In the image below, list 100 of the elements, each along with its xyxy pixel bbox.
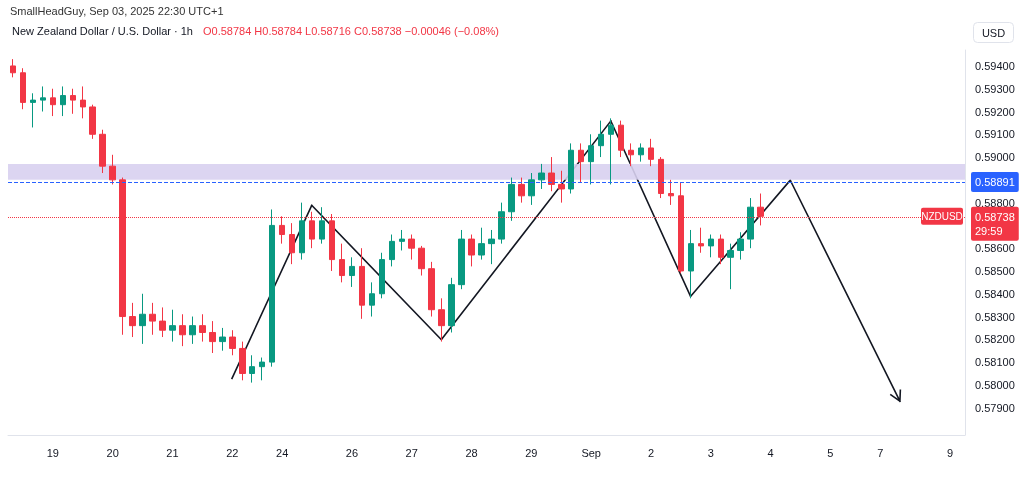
candlestick [628, 142, 634, 167]
y-tick-label: 0.58100 [975, 356, 1015, 369]
candlestick [518, 177, 525, 204]
candlestick [10, 58, 16, 78]
y-tick-label: 0.57900 [975, 401, 1015, 414]
candlestick [289, 222, 295, 265]
x-tick-label: 4 [767, 446, 774, 459]
y-tick-label: 0.58800 [975, 196, 1015, 209]
candlestick [249, 354, 255, 384]
y-tick-label: 0.59400 [975, 59, 1015, 72]
candlestick [229, 329, 236, 356]
candlestick [648, 138, 654, 167]
x-tick-label: 5 [827, 446, 834, 459]
candlestick [259, 357, 265, 381]
x-tick-label: 21 [166, 446, 179, 459]
candlestick [508, 177, 515, 222]
y-tick-label: 0.59100 [975, 128, 1015, 141]
candlestick [688, 229, 694, 299]
candlestick [418, 245, 425, 277]
candlestick [668, 179, 674, 206]
x-tick-label: 26 [345, 446, 359, 459]
candlestick [458, 229, 465, 290]
text: SmallHeadGuy, Sep 03, 2025 22:30 UTC+1 [10, 4, 224, 17]
x-tick-label: 27 [405, 446, 418, 459]
annotation: NZDUSD [921, 211, 963, 223]
candlestick [727, 243, 734, 290]
candlestick [498, 202, 505, 245]
chart-title: New Zealand Dollar / U.S. Dollar · 1h [12, 25, 193, 37]
candlestick [30, 92, 36, 128]
candlestick [747, 197, 754, 249]
candlestick [40, 85, 46, 113]
candlestick [179, 313, 186, 347]
candlestick [50, 88, 56, 117]
candlestick [588, 133, 594, 185]
candlestick [149, 302, 156, 336]
x-tick-label: 28 [465, 446, 478, 459]
candlestick [209, 320, 216, 354]
y-tick-label: 0.58000 [975, 378, 1015, 391]
candlestick [408, 234, 415, 261]
candlestick [269, 208, 275, 368]
y-tick-label: 0.58200 [975, 333, 1015, 346]
candlestick [658, 156, 664, 199]
candlestick [89, 104, 96, 140]
candlestick [468, 234, 475, 267]
candlestick [578, 142, 584, 183]
text: USD [981, 26, 1006, 39]
candlestick [159, 306, 166, 338]
candlestick [339, 243, 345, 283]
candlestick [698, 227, 704, 254]
candlestick [478, 227, 485, 261]
candlestick [199, 313, 206, 343]
candlestick [389, 234, 395, 267]
candlestick [618, 120, 624, 158]
x-tick-label: 3 [707, 446, 714, 459]
candlestick [109, 154, 116, 185]
candlestick [369, 281, 375, 318]
chart-subtitle: O0.58784 H0.58784 L0.58716 C0.58738 −0.00046 (−0.08%) [202, 25, 499, 37]
candlestick [558, 170, 565, 204]
x-tick-label: Sep [581, 446, 601, 459]
candlestick [528, 172, 535, 206]
x-tick-label: 9 [946, 446, 954, 459]
candlestick [598, 120, 604, 158]
candlestick [80, 85, 86, 119]
candlestick [718, 234, 724, 265]
x-tick-label: 20 [106, 446, 119, 459]
y-tick-label: 0.58400 [975, 287, 1015, 300]
candlestick [349, 256, 355, 288]
ref-line-label: 0.58891 [975, 175, 1015, 188]
candlestick [608, 117, 614, 185]
candlestick [708, 234, 714, 258]
candlestick [169, 309, 176, 343]
candlestick [189, 316, 196, 345]
candlestick [737, 231, 744, 261]
y-tick-label: 0.59000 [975, 151, 1015, 164]
x-tick-label: 2 [647, 446, 655, 459]
candlestick [428, 261, 435, 318]
y-tick-label: 0.59300 [975, 82, 1015, 95]
candlestick [568, 142, 574, 195]
candlestick [488, 229, 495, 265]
candlestick [399, 229, 405, 251]
candlestick [20, 67, 26, 110]
candlestick [299, 202, 305, 261]
y-tick-label: 0.59200 [975, 105, 1015, 118]
x-tick-label: 24 [276, 446, 289, 459]
candlestick [239, 341, 246, 381]
y-tick-label: 0.58300 [975, 310, 1015, 323]
candlestick [129, 302, 136, 338]
y-tick-label: 0.58600 [975, 242, 1015, 255]
candlestick [448, 277, 455, 333]
y-tick-label: 0.58500 [975, 264, 1015, 277]
candlestick [379, 252, 385, 299]
candlestick [538, 163, 545, 190]
x-tick-label: 7 [877, 446, 884, 459]
x-tick-label: 22 [226, 446, 239, 459]
candlestick [219, 327, 226, 352]
x-tick-label: 29 [525, 446, 538, 459]
x-tick-label: 19 [46, 446, 59, 459]
candlestick [99, 129, 106, 174]
candlestick [438, 297, 445, 343]
candlestick [638, 142, 644, 163]
